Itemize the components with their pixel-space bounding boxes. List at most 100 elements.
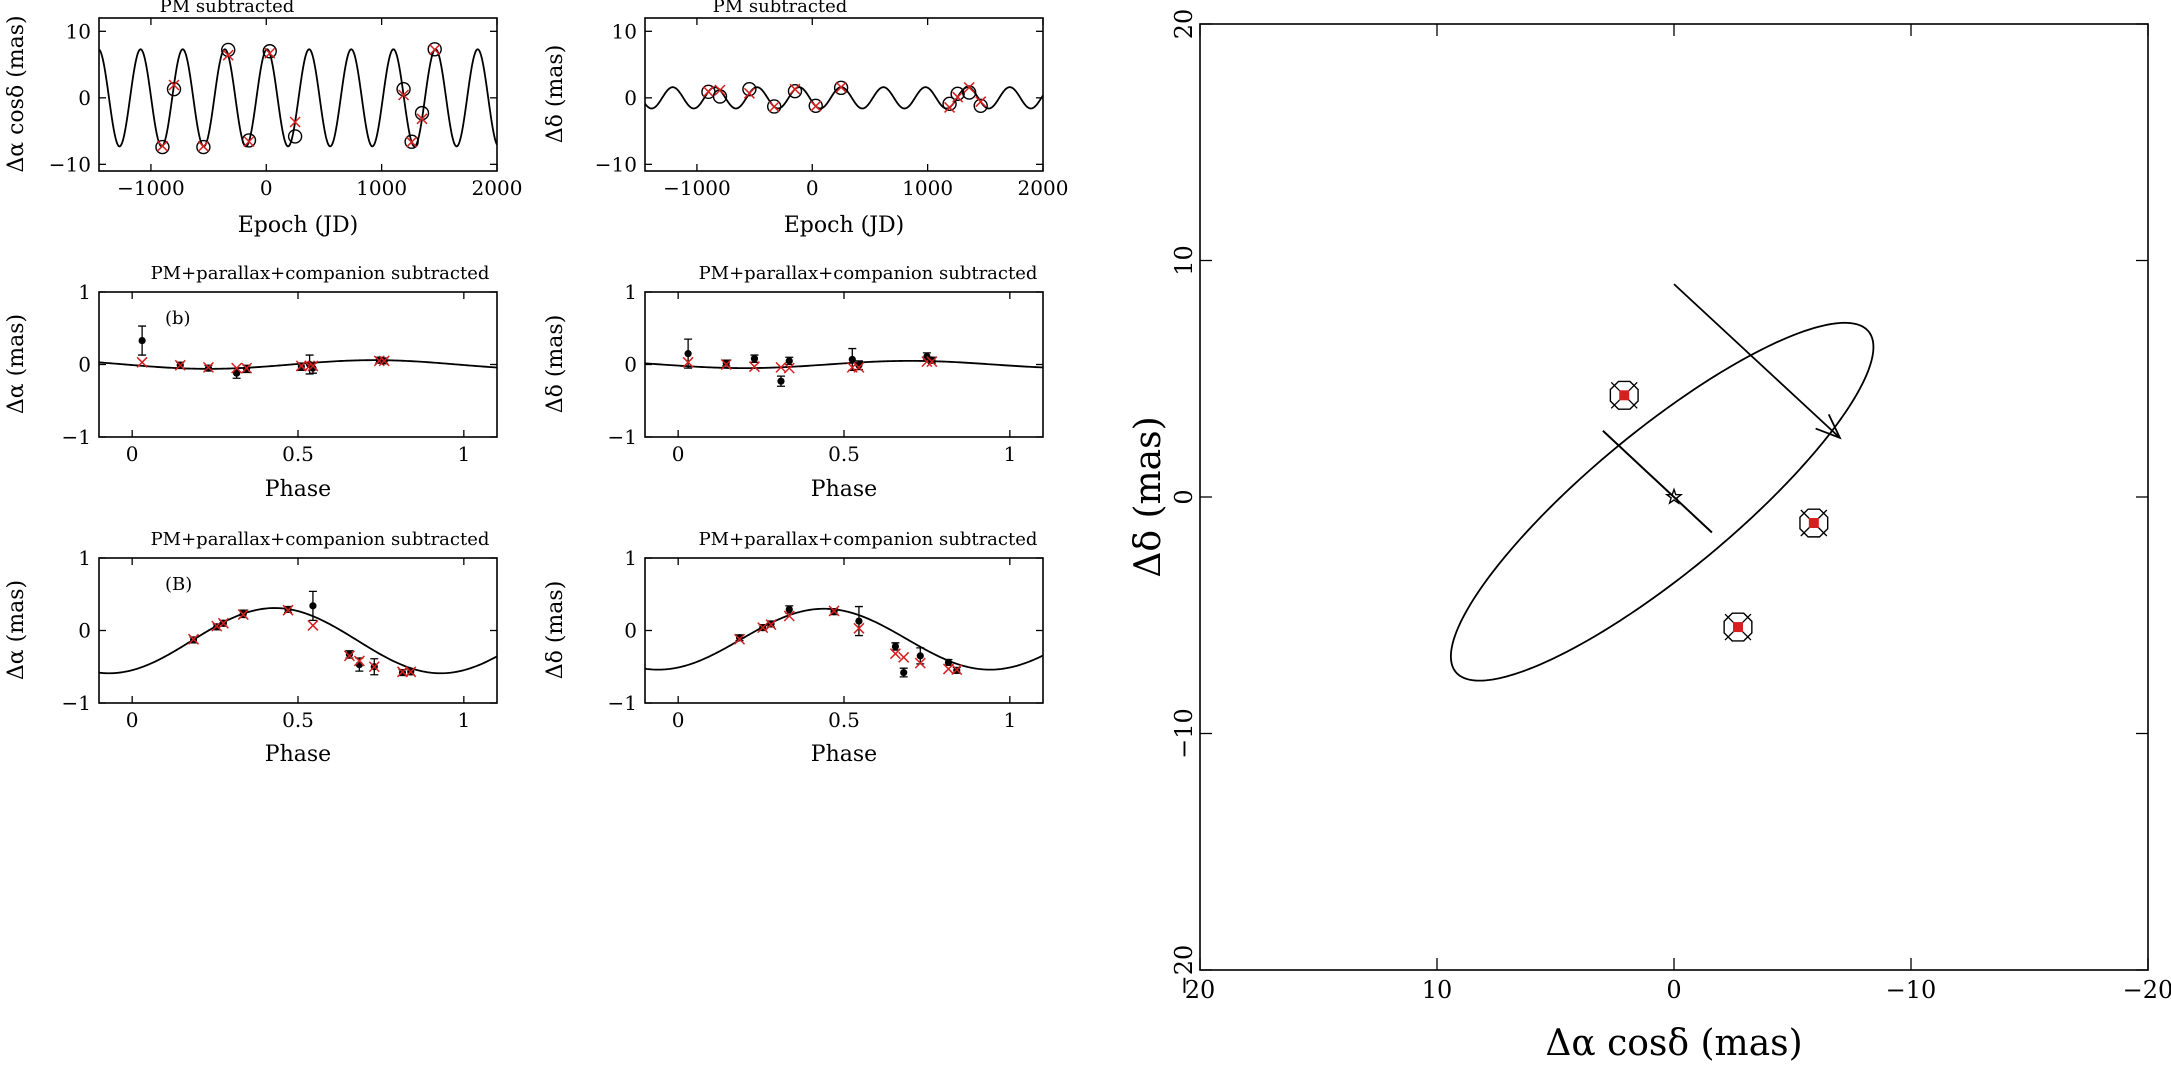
y-tick-label: 1: [624, 280, 637, 304]
x-tick-label: 0: [672, 708, 685, 732]
model-marker: [757, 622, 769, 634]
x-tick-label: 0: [126, 442, 139, 466]
data-point: [262, 44, 277, 59]
model-marker: [243, 135, 255, 148]
orbit-orientation-line: [1602, 430, 1713, 534]
y-axis-label: Δδ (mas): [543, 581, 568, 680]
y-axis-label: Δδ (mas): [1128, 416, 1169, 577]
model-marker: [264, 47, 276, 59]
y-axis-label: Δα (mas): [4, 314, 29, 414]
model-marker: [951, 664, 963, 676]
data-point: [287, 129, 303, 144]
data-point: [138, 336, 146, 345]
x-axis-label: Epoch (JD): [784, 213, 905, 238]
model-marker: [702, 86, 714, 98]
model-marker: [217, 617, 229, 629]
x-tick-label: 0.5: [828, 708, 860, 732]
model-marker: [944, 101, 956, 113]
x-axis-label: Phase: [811, 742, 877, 767]
y-tick-label: 10: [612, 19, 637, 43]
model-marker: [289, 116, 301, 128]
x-tick-label: −1000: [663, 176, 731, 200]
data-point: [196, 139, 211, 155]
model-curve: [99, 48, 497, 148]
data-point: [944, 658, 953, 667]
data-point: [787, 83, 803, 99]
x-tick-label: −20: [2123, 976, 2171, 1004]
x-tick-label: 10: [1422, 976, 1453, 1004]
x-tick-label: 0: [1666, 976, 1681, 1004]
model-marker: [222, 49, 234, 61]
y-tick-label: 0: [78, 86, 91, 110]
model-marker: [748, 361, 760, 373]
model-curve: [645, 359, 1043, 370]
model-marker: [231, 362, 243, 374]
data-point: [735, 634, 744, 642]
y-tick-label: −20: [1170, 945, 1198, 996]
panel-top-right: PM subtracted −1000 0 1000 2000 −10 0 10 Δδ (m…: [543, 0, 1068, 238]
model-marker: [237, 609, 249, 621]
plot-frame: [644, 557, 1044, 704]
model-marker: [405, 666, 417, 678]
panel-label: (B): [165, 574, 192, 595]
y-tick-label: −1: [608, 691, 637, 715]
data-point: [166, 81, 182, 97]
x-tick-label: 1: [457, 708, 470, 732]
model-marker: [187, 633, 200, 645]
model-marker: [783, 610, 795, 622]
data-point: [233, 369, 241, 377]
model-marker: [926, 356, 938, 368]
y-tick-label: 0: [624, 86, 637, 110]
y-tick-label: 0: [1170, 489, 1198, 504]
y-axis-label: Δδ (mas): [543, 45, 568, 144]
model-marker: [202, 361, 214, 373]
plot-area: [99, 325, 497, 379]
y-tick-label: −10: [1170, 708, 1198, 759]
model-marker: [952, 91, 964, 103]
model-curve: [99, 359, 497, 370]
epoch-marker: [1723, 612, 1753, 642]
data-point: [833, 80, 849, 96]
y-axis-label: Δα cosδ (mas): [4, 15, 29, 172]
x-tick-label: 1000: [902, 176, 953, 200]
x-tick-label: 0.5: [282, 708, 314, 732]
model-curve: [99, 607, 497, 675]
x-tick-label: 0: [260, 176, 273, 200]
epoch-point: [1808, 518, 1819, 529]
x-axis-label: Δα cosδ (mas): [1545, 1023, 1802, 1064]
epoch-marker: [1799, 508, 1829, 538]
data-point: [808, 98, 823, 114]
data-point: [722, 359, 730, 367]
data-point: [427, 42, 442, 57]
panel-title: PM+parallax+companion subtracted: [699, 529, 1038, 550]
model-marker: [963, 81, 975, 93]
data-point: [950, 86, 965, 102]
plot-frame: [644, 17, 1044, 172]
model-marker: [828, 605, 840, 617]
x-tick-label: 0.5: [282, 442, 314, 466]
panel-title: PM+parallax+companion subtracted: [151, 263, 490, 284]
x-tick-label: 1000: [356, 176, 407, 200]
data-point: [891, 642, 900, 651]
plot-frame: [98, 291, 498, 438]
data-point: [155, 139, 170, 155]
x-axis-label: Phase: [265, 742, 331, 767]
model-marker: [898, 651, 910, 663]
y-axis-label: Δδ (mas): [543, 315, 568, 414]
y-tick-label: 0: [78, 353, 91, 377]
plot-area: [645, 605, 1043, 678]
model-marker: [282, 604, 294, 616]
model-marker: [241, 362, 253, 374]
data-point: [855, 361, 863, 369]
x-tick-label: −1000: [117, 176, 185, 200]
data-point: [777, 377, 785, 385]
data-point: [767, 99, 782, 114]
model-marker: [416, 113, 428, 125]
model-marker: [353, 655, 365, 667]
x-tick-label: 0: [806, 176, 819, 200]
star-icon: [1664, 487, 1684, 505]
y-tick-label: 1: [78, 546, 91, 570]
panel-label: (b): [165, 308, 191, 329]
data-point: [848, 355, 856, 364]
model-marker: [835, 81, 847, 93]
